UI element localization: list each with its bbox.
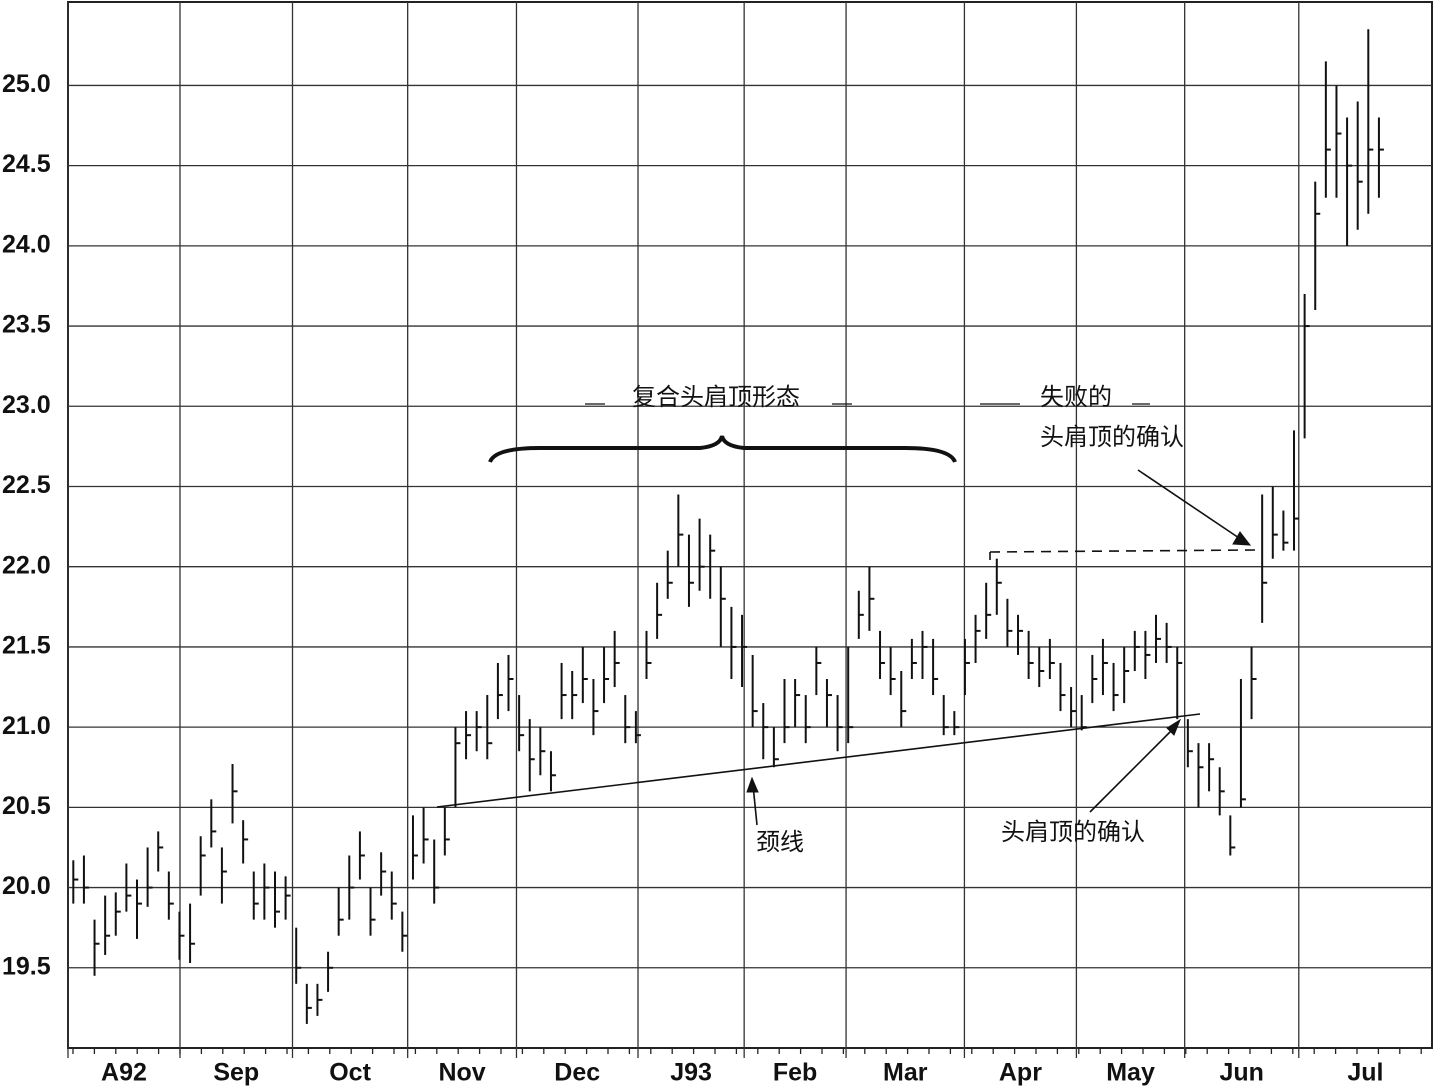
pattern-label: 复合头肩顶形态 (632, 383, 800, 411)
y-tick-label: 24.0 (2, 230, 51, 258)
y-tick-label: 22.0 (2, 551, 51, 579)
x-tick-label: Jul (1347, 1059, 1383, 1087)
y-tick-label: 20.5 (2, 792, 51, 820)
neckline (436, 713, 1201, 808)
y-tick-label: 23.0 (2, 391, 51, 419)
y-tick-label: 20.0 (2, 872, 51, 900)
y-tick-label: 21.5 (2, 632, 51, 660)
failure-label: 失败的 (1040, 383, 1112, 411)
x-tick-label: Feb (773, 1059, 817, 1087)
x-tick-label: Nov (438, 1059, 485, 1087)
plot-frame (67, 1, 1433, 1049)
x-tick-label: Apr (999, 1059, 1042, 1087)
annotation-layer (436, 403, 1256, 826)
y-tick-label: 23.5 (2, 311, 51, 339)
x-tick-label: Oct (329, 1059, 371, 1087)
arrow (1089, 726, 1176, 813)
arrow-head (746, 776, 759, 793)
x-tick-label: Mar (883, 1059, 928, 1087)
confirmation-label: 头肩顶的确认 (1001, 818, 1145, 846)
x-tick-label: Jun (1220, 1059, 1264, 1087)
x-tick-label: J93 (670, 1059, 712, 1087)
y-tick-label: 24.5 (2, 150, 51, 178)
brace (488, 435, 957, 463)
y-tick-label: 25.0 (2, 70, 51, 98)
failure-label: 头肩顶的确认 (1040, 423, 1184, 451)
neckline-label: 颈线 (756, 828, 804, 856)
y-tick-label: 19.5 (2, 952, 51, 980)
x-tick-label: May (1106, 1059, 1155, 1087)
x-tick-label: A92 (101, 1059, 147, 1087)
arrow-head (1166, 718, 1182, 736)
x-tick-label: Sep (213, 1059, 259, 1087)
arrow (1137, 469, 1243, 541)
x-tick-label: Dec (554, 1059, 600, 1087)
breakout-line (989, 549, 1256, 553)
y-tick-label: 22.5 (2, 471, 51, 499)
y-tick-label: 21.0 (2, 712, 51, 740)
arrow-head (1232, 531, 1252, 546)
